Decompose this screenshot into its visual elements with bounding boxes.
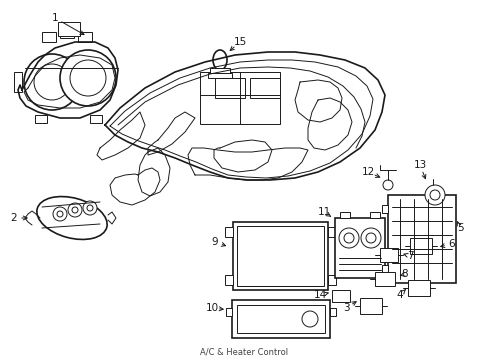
Bar — [42, 32, 56, 42]
Text: 1: 1 — [52, 13, 58, 23]
Bar — [334, 218, 384, 278]
Text: 12: 12 — [361, 167, 374, 177]
Bar — [209, 68, 229, 74]
Text: A/C & Heater Control: A/C & Heater Control — [200, 347, 287, 356]
Ellipse shape — [37, 197, 107, 239]
Circle shape — [24, 54, 80, 110]
Text: 6: 6 — [448, 239, 454, 249]
Bar — [381, 265, 387, 273]
Text: 14: 14 — [313, 290, 326, 300]
Text: 10: 10 — [205, 303, 218, 313]
Text: 4: 4 — [396, 290, 403, 300]
Text: 5: 5 — [456, 223, 462, 233]
Text: 11: 11 — [317, 207, 330, 217]
Bar — [407, 280, 429, 296]
Bar — [369, 212, 379, 218]
Circle shape — [53, 207, 67, 221]
Circle shape — [338, 228, 358, 248]
Bar — [90, 115, 102, 123]
Circle shape — [72, 207, 78, 213]
Bar — [237, 305, 325, 333]
Bar — [232, 222, 327, 290]
Bar — [237, 226, 324, 286]
Text: 2: 2 — [11, 213, 17, 223]
Bar — [379, 248, 397, 262]
Text: 15: 15 — [233, 37, 246, 47]
Bar — [35, 115, 47, 123]
Text: 13: 13 — [412, 160, 426, 170]
Bar — [327, 227, 335, 237]
Bar — [224, 275, 232, 285]
Text: 3: 3 — [342, 303, 348, 313]
Bar — [231, 300, 329, 338]
Bar — [374, 272, 394, 286]
Bar — [359, 298, 381, 314]
Circle shape — [83, 201, 97, 215]
Bar — [215, 78, 244, 98]
Circle shape — [34, 64, 70, 100]
Text: 7: 7 — [406, 251, 412, 261]
Bar — [327, 275, 335, 285]
Circle shape — [70, 60, 106, 96]
Bar — [249, 78, 280, 98]
Bar — [14, 72, 22, 92]
Circle shape — [365, 233, 375, 243]
Bar — [207, 73, 231, 78]
Circle shape — [60, 50, 116, 106]
Text: 8: 8 — [401, 269, 407, 279]
Circle shape — [57, 211, 63, 217]
Bar — [329, 308, 335, 316]
Ellipse shape — [213, 50, 226, 70]
Bar — [58, 22, 80, 36]
Bar — [387, 195, 455, 283]
Bar — [78, 32, 92, 42]
Bar — [60, 28, 74, 38]
Circle shape — [68, 203, 82, 217]
Circle shape — [360, 228, 380, 248]
Text: 9: 9 — [211, 237, 218, 247]
Bar — [200, 72, 280, 124]
Bar — [224, 227, 232, 237]
Circle shape — [424, 185, 444, 205]
Circle shape — [429, 190, 439, 200]
Circle shape — [302, 311, 317, 327]
Bar — [331, 290, 349, 302]
Circle shape — [382, 180, 392, 190]
Bar — [339, 212, 349, 218]
Bar — [381, 205, 387, 213]
Bar — [225, 308, 231, 316]
Circle shape — [87, 205, 93, 211]
Bar — [409, 238, 431, 254]
Circle shape — [343, 233, 353, 243]
